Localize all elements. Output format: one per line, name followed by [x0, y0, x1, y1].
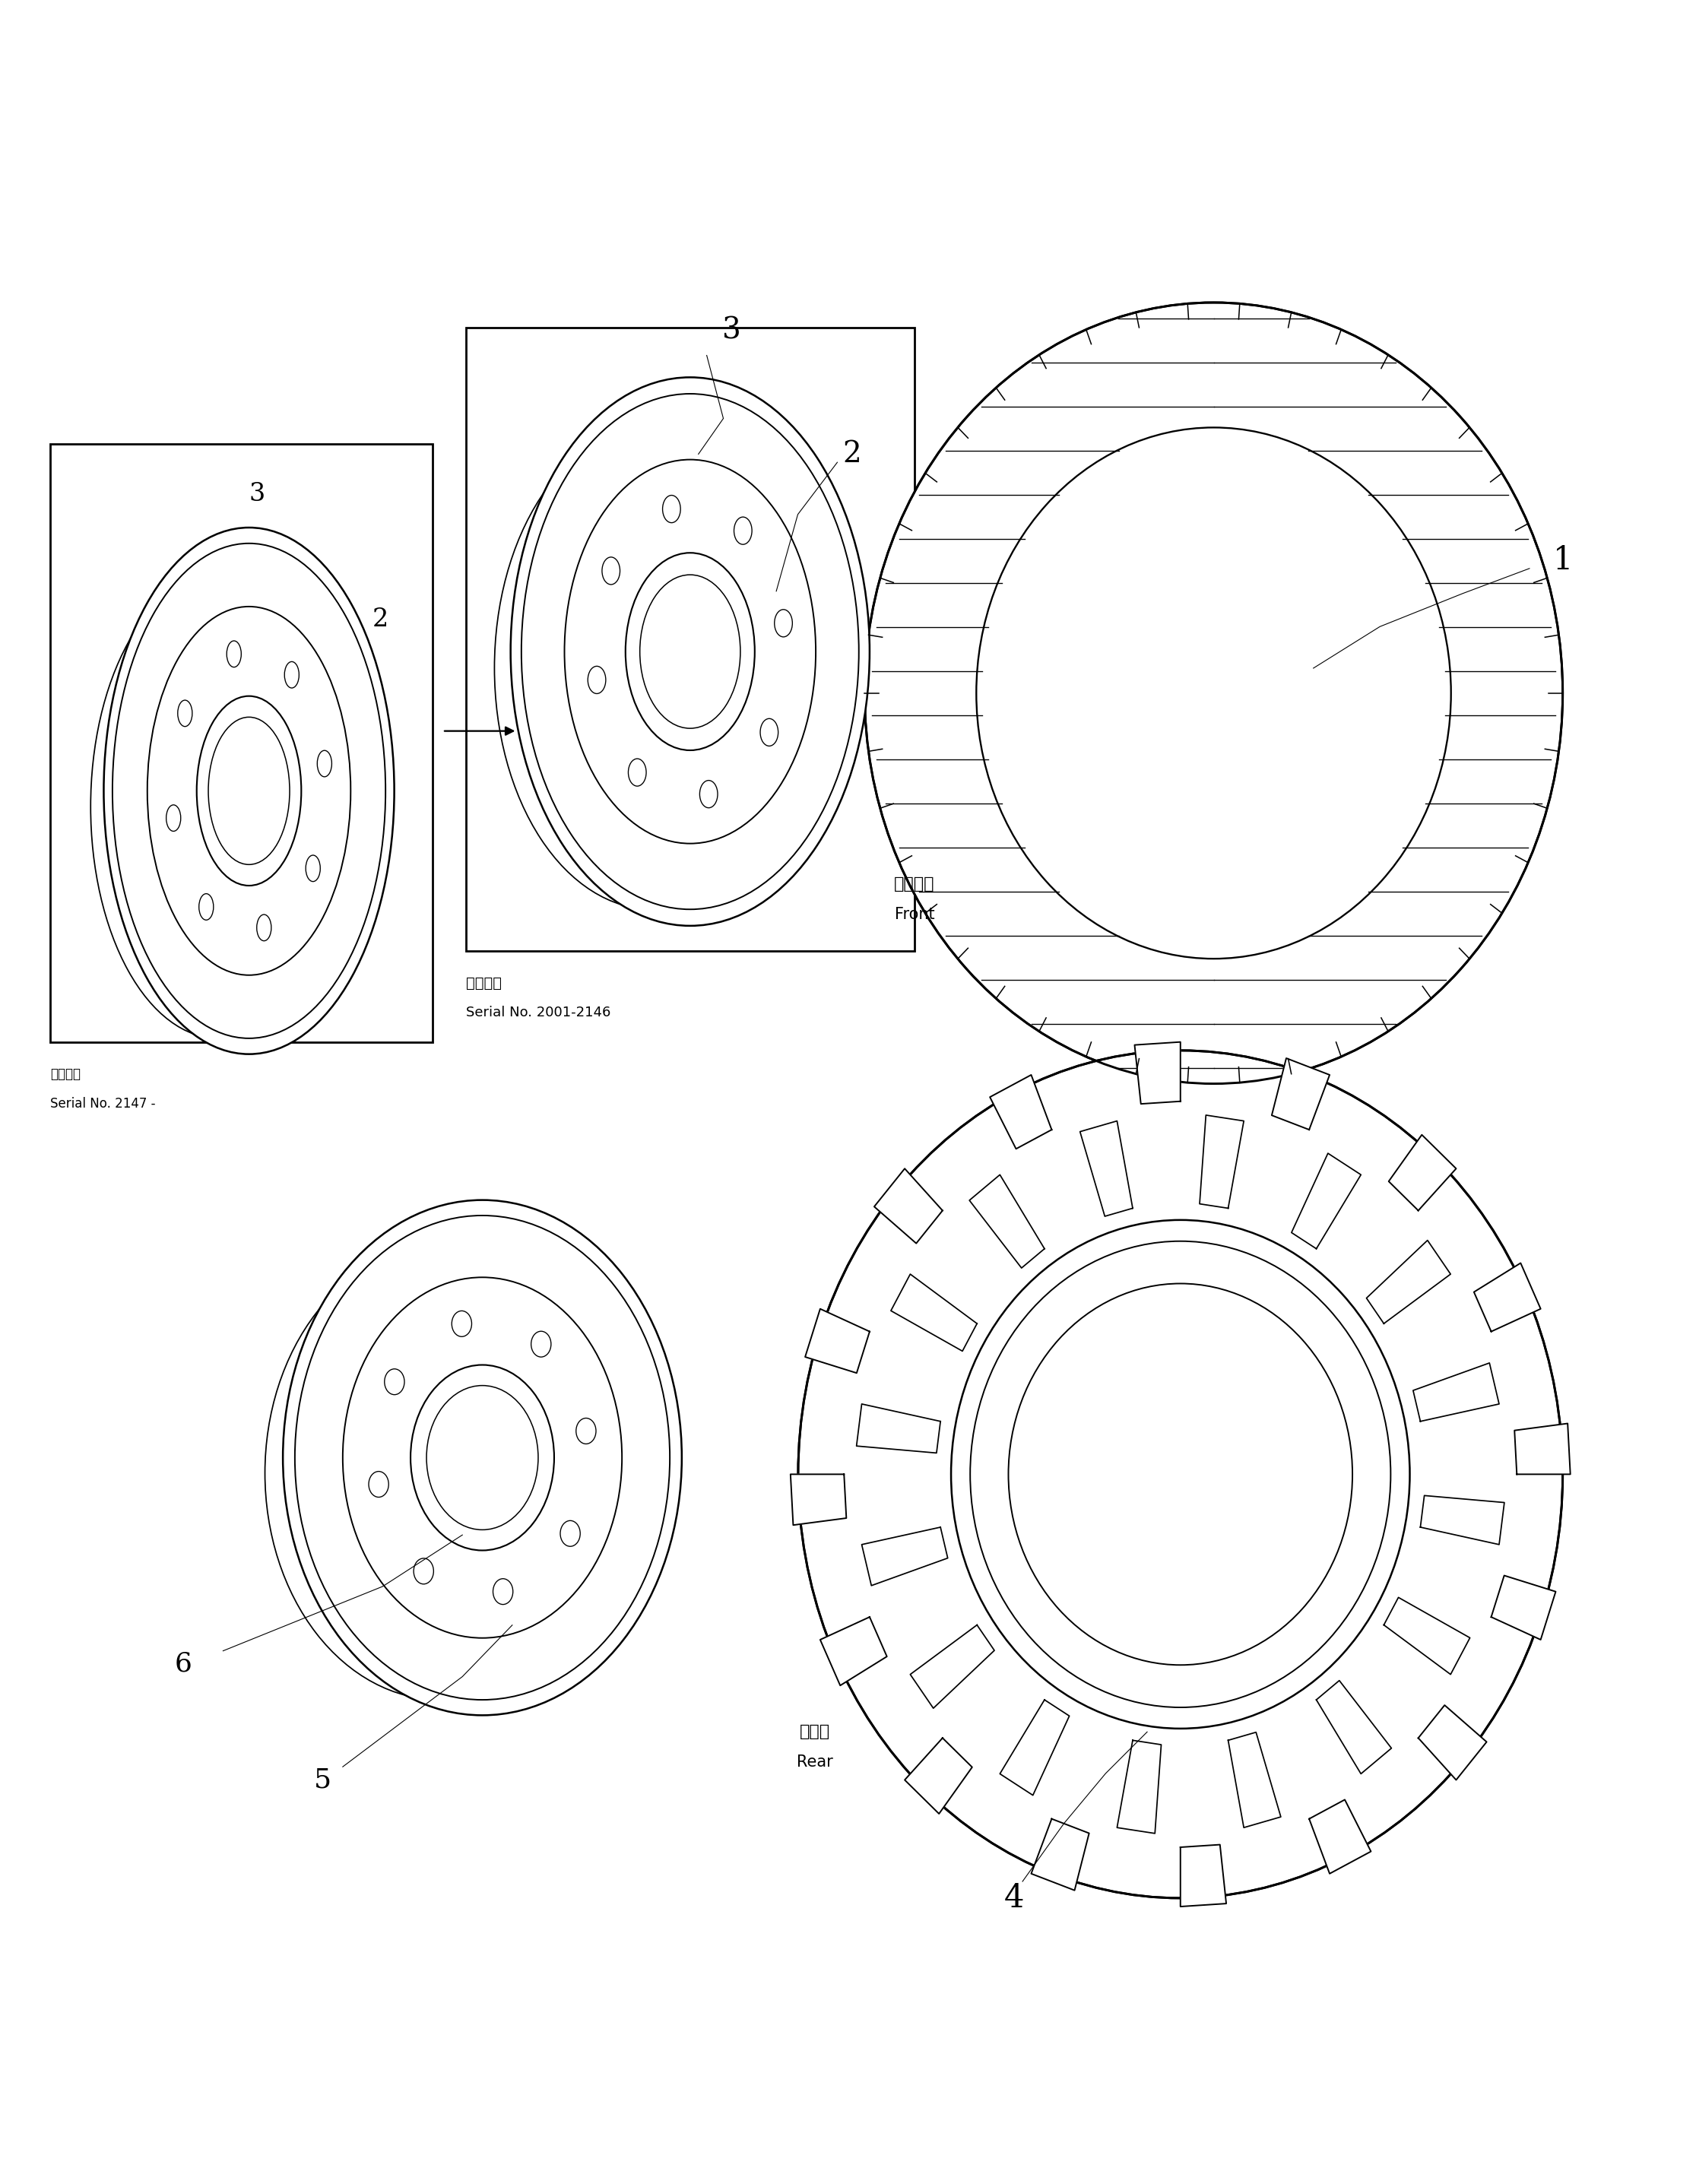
Text: リヤー: リヤー [799, 1725, 829, 1738]
Polygon shape [1135, 1042, 1180, 1103]
Polygon shape [1080, 1120, 1133, 1216]
Polygon shape [1384, 1597, 1470, 1675]
Bar [466, 328, 914, 950]
Polygon shape [1316, 1679, 1391, 1773]
Ellipse shape [626, 553, 755, 751]
Polygon shape [873, 1168, 943, 1243]
Ellipse shape [494, 1579, 512, 1605]
Ellipse shape [760, 719, 778, 747]
Text: Serial No. 2001-2146: Serial No. 2001-2146 [466, 1005, 611, 1020]
Ellipse shape [103, 529, 393, 1055]
Ellipse shape [577, 1417, 595, 1444]
Ellipse shape [495, 426, 811, 909]
Polygon shape [821, 1616, 887, 1686]
Polygon shape [790, 1474, 846, 1524]
Ellipse shape [410, 1365, 555, 1551]
Polygon shape [1001, 1699, 1070, 1795]
Polygon shape [1228, 1732, 1280, 1828]
Ellipse shape [799, 1051, 1562, 1898]
Ellipse shape [970, 1241, 1391, 1708]
Text: 2: 2 [843, 439, 862, 467]
Text: 4: 4 [1004, 1883, 1024, 1913]
Ellipse shape [305, 856, 321, 882]
Text: 6: 6 [175, 1651, 192, 1677]
Ellipse shape [775, 609, 792, 638]
Text: 1: 1 [1552, 544, 1572, 577]
Polygon shape [1474, 1262, 1540, 1332]
Text: 適用号機: 適用号機 [51, 1068, 81, 1081]
Polygon shape [990, 1075, 1052, 1149]
Ellipse shape [256, 915, 271, 941]
Polygon shape [1420, 1496, 1504, 1544]
Ellipse shape [865, 304, 1562, 1083]
Polygon shape [1272, 1059, 1330, 1129]
Polygon shape [1418, 1706, 1487, 1780]
Ellipse shape [198, 893, 214, 919]
Polygon shape [862, 1527, 948, 1586]
Ellipse shape [317, 751, 332, 778]
Text: 適用号機: 適用号機 [466, 976, 502, 989]
Ellipse shape [283, 1199, 682, 1714]
Text: Front: Front [894, 906, 934, 922]
Polygon shape [1389, 1136, 1457, 1210]
Polygon shape [1367, 1241, 1450, 1324]
Polygon shape [1118, 1741, 1162, 1832]
Ellipse shape [265, 1247, 616, 1699]
Ellipse shape [602, 557, 621, 585]
Ellipse shape [663, 496, 680, 522]
Ellipse shape [700, 780, 717, 808]
Polygon shape [1031, 1819, 1089, 1891]
Ellipse shape [451, 1310, 471, 1337]
Polygon shape [1491, 1575, 1555, 1640]
Polygon shape [806, 1308, 870, 1374]
Ellipse shape [560, 1520, 580, 1546]
Ellipse shape [385, 1369, 404, 1396]
Ellipse shape [178, 701, 192, 727]
Text: 3: 3 [249, 483, 265, 507]
Polygon shape [890, 1273, 977, 1352]
Ellipse shape [90, 574, 346, 1037]
Ellipse shape [148, 607, 351, 974]
Ellipse shape [285, 662, 298, 688]
Polygon shape [1515, 1424, 1570, 1474]
Ellipse shape [951, 1221, 1409, 1728]
Ellipse shape [589, 666, 605, 695]
Polygon shape [911, 1625, 994, 1708]
Polygon shape [970, 1175, 1045, 1269]
Text: Serial No. 2147 -: Serial No. 2147 - [51, 1096, 156, 1112]
Ellipse shape [510, 378, 870, 926]
Ellipse shape [531, 1332, 551, 1356]
Polygon shape [1309, 1800, 1370, 1874]
Ellipse shape [343, 1278, 622, 1638]
Text: 5: 5 [314, 1767, 332, 1793]
Ellipse shape [368, 1472, 388, 1498]
Text: 3: 3 [722, 317, 741, 345]
Bar [51, 443, 432, 1042]
Text: フロント: フロント [894, 876, 934, 891]
Ellipse shape [414, 1559, 434, 1583]
Polygon shape [1199, 1116, 1243, 1208]
Ellipse shape [197, 697, 302, 887]
Text: Rear: Rear [797, 1754, 833, 1769]
Polygon shape [904, 1738, 972, 1813]
Ellipse shape [227, 640, 241, 666]
Ellipse shape [977, 428, 1452, 959]
Text: 2: 2 [373, 607, 388, 631]
Polygon shape [1180, 1845, 1226, 1907]
Polygon shape [856, 1404, 941, 1452]
Ellipse shape [628, 758, 646, 786]
Polygon shape [1413, 1363, 1499, 1422]
Polygon shape [1291, 1153, 1360, 1249]
Ellipse shape [565, 459, 816, 843]
Ellipse shape [734, 518, 751, 544]
Ellipse shape [166, 806, 181, 832]
